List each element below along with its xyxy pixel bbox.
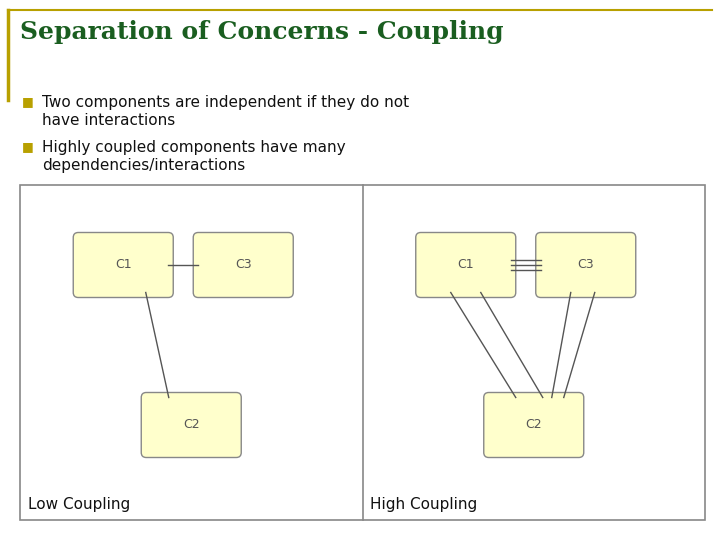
Text: C3: C3 bbox=[235, 259, 251, 272]
Text: Highly coupled components have many: Highly coupled components have many bbox=[42, 140, 346, 155]
Text: Separation of Concerns - Coupling: Separation of Concerns - Coupling bbox=[20, 20, 503, 44]
Text: Two components are independent if they do not: Two components are independent if they d… bbox=[42, 95, 409, 110]
FancyBboxPatch shape bbox=[141, 393, 241, 457]
Bar bbox=[20, 185, 705, 520]
FancyBboxPatch shape bbox=[193, 233, 293, 298]
Text: High Coupling: High Coupling bbox=[371, 497, 478, 512]
FancyBboxPatch shape bbox=[73, 233, 174, 298]
Text: C1: C1 bbox=[115, 259, 132, 272]
Text: C2: C2 bbox=[526, 418, 542, 431]
Text: C3: C3 bbox=[577, 259, 594, 272]
Text: C1: C1 bbox=[457, 259, 474, 272]
FancyBboxPatch shape bbox=[415, 233, 516, 298]
Text: C2: C2 bbox=[183, 418, 199, 431]
Text: Low Coupling: Low Coupling bbox=[28, 497, 130, 512]
Text: ■: ■ bbox=[22, 95, 34, 108]
FancyBboxPatch shape bbox=[484, 393, 584, 457]
FancyBboxPatch shape bbox=[536, 233, 636, 298]
Text: dependencies/interactions: dependencies/interactions bbox=[42, 158, 246, 173]
Text: ■: ■ bbox=[22, 140, 34, 153]
Text: have interactions: have interactions bbox=[42, 113, 175, 128]
